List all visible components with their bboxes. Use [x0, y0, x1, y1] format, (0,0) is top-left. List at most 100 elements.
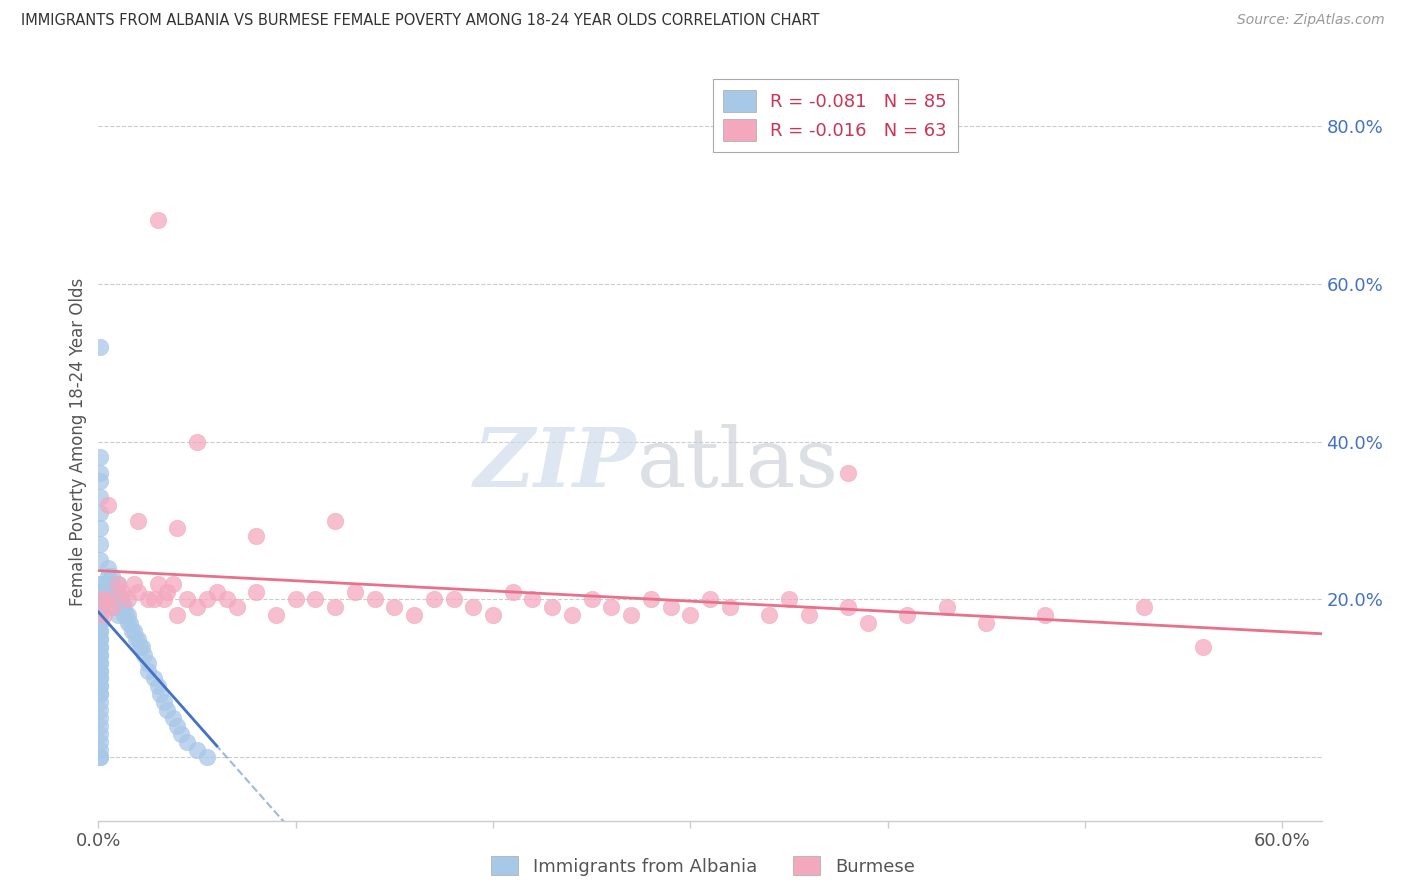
Point: [89, 648, 111, 662]
Point: [89, 616, 111, 631]
Point: [640, 592, 662, 607]
Point: [146, 679, 169, 693]
Point: [89, 719, 111, 733]
Point: [111, 584, 134, 599]
Point: [97, 561, 120, 575]
Text: Source: ZipAtlas.com: Source: ZipAtlas.com: [1237, 13, 1385, 28]
Point: [758, 608, 780, 623]
Point: [89, 734, 111, 748]
Point: [107, 584, 129, 599]
Point: [152, 695, 174, 709]
Point: [170, 727, 193, 741]
Point: [97, 498, 120, 512]
Point: [89, 490, 111, 504]
Point: [215, 592, 238, 607]
Point: [837, 466, 859, 480]
Text: atlas: atlas: [637, 425, 839, 504]
Point: [89, 711, 111, 725]
Point: [89, 616, 111, 631]
Point: [136, 664, 159, 678]
Point: [89, 664, 111, 678]
Point: [176, 592, 198, 607]
Point: [146, 576, 169, 591]
Point: [837, 600, 859, 615]
Point: [97, 584, 120, 599]
Point: [112, 600, 135, 615]
Point: [156, 584, 179, 599]
Point: [89, 656, 111, 670]
Point: [89, 727, 111, 741]
Point: [195, 592, 218, 607]
Point: [561, 608, 583, 623]
Point: [225, 600, 247, 615]
Point: [89, 664, 111, 678]
Point: [89, 521, 111, 535]
Point: [101, 600, 124, 615]
Point: [89, 584, 111, 599]
Point: [112, 608, 135, 623]
Point: [343, 584, 366, 599]
Point: [105, 600, 128, 615]
Point: [111, 592, 134, 607]
Point: [205, 584, 228, 599]
Point: [896, 608, 918, 623]
Point: [89, 506, 111, 520]
Point: [522, 592, 544, 607]
Point: [502, 584, 524, 599]
Point: [423, 592, 446, 607]
Point: [162, 576, 184, 591]
Point: [89, 648, 111, 662]
Point: [245, 584, 267, 599]
Point: [245, 529, 267, 543]
Point: [89, 742, 111, 756]
Point: [136, 592, 159, 607]
Point: [718, 600, 741, 615]
Point: [974, 616, 997, 631]
Text: IMMIGRANTS FROM ALBANIA VS BURMESE FEMALE POVERTY AMONG 18-24 YEAR OLDS CORRELAT: IMMIGRANTS FROM ALBANIA VS BURMESE FEMAL…: [21, 13, 820, 29]
Point: [600, 600, 623, 615]
Point: [122, 576, 145, 591]
Point: [443, 592, 465, 607]
Point: [107, 576, 129, 591]
Point: [89, 640, 111, 654]
Point: [284, 592, 307, 607]
Point: [89, 632, 111, 646]
Point: [89, 537, 111, 551]
Point: [541, 600, 564, 615]
Point: [107, 576, 129, 591]
Point: [89, 679, 111, 693]
Point: [581, 592, 603, 607]
Point: [89, 679, 111, 693]
Point: [142, 672, 165, 686]
Point: [127, 632, 149, 646]
Point: [156, 703, 179, 717]
Point: [176, 734, 198, 748]
Point: [127, 514, 149, 528]
Point: [797, 608, 820, 623]
Point: [620, 608, 643, 623]
Point: [856, 616, 879, 631]
Point: [323, 514, 346, 528]
Point: [264, 608, 287, 623]
Point: [115, 608, 138, 623]
Point: [679, 608, 702, 623]
Point: [131, 640, 153, 654]
Point: [195, 750, 218, 764]
Point: [146, 213, 169, 227]
Point: [89, 624, 111, 639]
Point: [107, 608, 129, 623]
Point: [89, 600, 111, 615]
Point: [89, 608, 111, 623]
Point: [89, 553, 111, 567]
Point: [382, 600, 405, 615]
Point: [89, 687, 111, 701]
Point: [93, 608, 115, 623]
Point: [127, 584, 149, 599]
Point: [89, 695, 111, 709]
Point: [149, 687, 172, 701]
Legend: Immigrants from Albania, Burmese: Immigrants from Albania, Burmese: [484, 849, 922, 883]
Point: [142, 592, 165, 607]
Point: [117, 616, 139, 631]
Point: [89, 750, 111, 764]
Point: [118, 616, 141, 631]
